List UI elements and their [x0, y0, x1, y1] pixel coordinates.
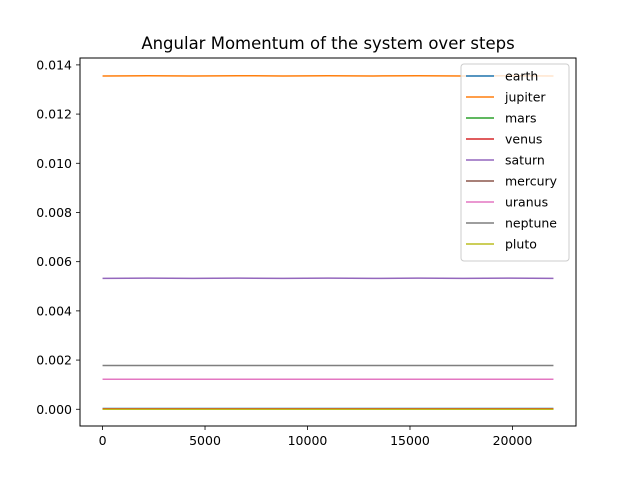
legend-label-neptune: neptune [505, 216, 557, 231]
legend-label-saturn: saturn [505, 153, 545, 168]
legend-label-pluto: pluto [505, 237, 537, 252]
y-tick-label: 0.010 [36, 156, 72, 171]
legend-label-mars: mars [505, 111, 537, 126]
legend-label-jupiter: jupiter [504, 90, 546, 105]
legend-label-venus: venus [505, 132, 542, 147]
y-tick-label: 0.006 [36, 254, 72, 269]
y-tick-label: 0.008 [36, 205, 72, 220]
y-tick-label: 0.002 [36, 353, 72, 368]
x-tick-label: 5000 [189, 433, 221, 448]
legend: earth jupiter mars venus saturn mercury uranus… [461, 64, 569, 261]
chart-title: Angular Momentum of the system over step… [141, 34, 514, 53]
legend-label-earth: earth [505, 69, 538, 84]
x-tick-label: 15000 [390, 433, 430, 448]
y-tick-label: 0.004 [36, 303, 72, 318]
x-tick-label: 20000 [493, 433, 533, 448]
y-tick-label: 0.000 [36, 402, 72, 417]
x-tick-label: 10000 [288, 433, 328, 448]
legend-label-mercury: mercury [505, 174, 558, 189]
y-tick-label: 0.012 [36, 107, 72, 122]
y-tick-label: 0.014 [36, 57, 72, 72]
legend-label-uranus: uranus [505, 195, 548, 210]
x-tick-label: 0 [99, 433, 107, 448]
